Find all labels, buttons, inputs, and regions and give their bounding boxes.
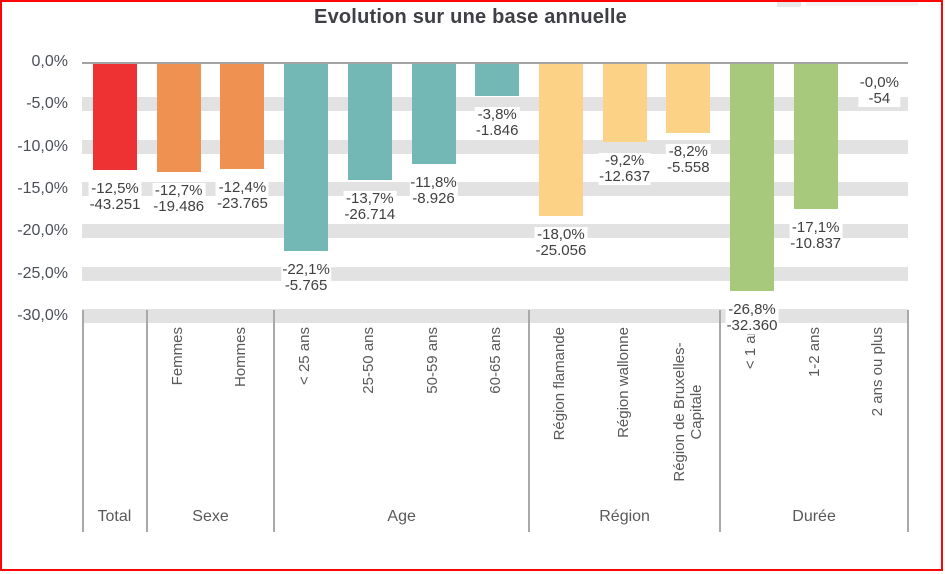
y-axis-tick-label: -5,0% [26,95,68,113]
category-group-label: Sexe [192,508,229,525]
bar-percent-label: -12,5% [88,180,142,197]
bar-absolute-label: -32.360 [725,316,779,334]
category-axis-label: 2 ans ou plus [869,327,887,417]
gridline-band [82,309,908,324]
bar-percent-label: -3,8% [474,107,520,124]
y-axis-tick-label: 0,0% [31,53,68,70]
bar-value-label: -12,7% -19.486 [152,182,206,215]
gridline-band [82,139,908,154]
category-group-label: Age [387,508,416,525]
bar-percent-label: -12,7% [152,182,206,199]
bar-value-label: -22,1% -5.765 [281,261,331,295]
bar-absolute-label: -19.486 [152,197,206,215]
category-axis-label: Femmes [168,327,186,386]
gridline-band [82,266,908,281]
bar-absolute-label: -10.837 [789,234,843,252]
bar-value-label: -18,0% -25.056 [534,227,588,260]
bar [475,64,520,97]
bar-value-label: -0,0% -54 [858,74,900,107]
bar-absolute-label: -54 [858,91,900,107]
bar-percent-label: -18,0% [534,227,588,244]
gridline-band [82,224,908,239]
bar-absolute-label: -5.765 [281,278,331,295]
y-axis-tick-label: -20,0% [17,222,68,240]
bar [93,64,137,170]
category-axis-label: 1-2 ans [805,327,823,378]
axis-group-separator [145,310,148,532]
bar-percent-label: -11,8% [409,173,458,191]
category-axis-label: < 1 an [742,327,759,370]
gridline-band [82,182,908,197]
category-group-label: Région [599,508,650,525]
category-axis-label: Région de Bruxelles- Capitale [671,342,706,482]
category-axis-label: Région flamande [550,327,568,441]
bar [347,64,392,181]
bar-value-label: -26,8% -32.360 [725,301,779,334]
bar-value-label: -13,7% -26.714 [343,191,397,224]
x-axis-zero-line [82,62,908,64]
bar [220,64,265,170]
category-axis-label: Hommes [232,327,250,388]
category-axis-label: 60-65 ans [487,327,505,394]
category-axis-label: 25-50 ans [359,327,377,394]
axis-group-separator [907,310,909,532]
category-axis-label: < 25 ans [296,327,314,385]
bar-percent-label: -13,7% [343,191,397,208]
bar-percent-label: -26,8% [725,301,779,318]
y-axis-tick-label: -30,0% [17,307,68,325]
bar-value-label: -11,8% -8.926 [409,173,458,207]
bar [156,64,201,172]
bar-value-label: -3,8% -1.846 [474,107,520,140]
bar-percent-label: -8,2% [666,144,711,161]
bar-value-label: -12,4% -23.765 [215,180,269,213]
bar-absolute-label: -12.637 [598,167,652,185]
axis-group-separator [719,310,722,532]
bar-absolute-label: -43.251 [88,195,142,213]
category-group-label: Durée [792,508,836,525]
bar-absolute-label: -8.926 [409,190,458,207]
bar [666,64,711,134]
bar-percent-label: -9,2% [598,152,652,169]
bar-value-label: -9,2% -12.637 [598,152,652,185]
bar-value-label: -12,5% -43.251 [88,180,142,213]
bar-percent-label: -12,4% [215,180,269,197]
axis-group-separator [82,310,84,532]
y-axis-tick-label: -10,0% [17,137,68,155]
axis-group-separator [273,310,276,532]
chart-title: Evolution sur une base annuelle [314,6,627,28]
y-axis-tick-label: -15,0% [17,180,68,198]
category-axis-label: Région wallonne [614,327,632,438]
clipped-overlay-fragment [777,2,801,7]
bar-value-label: -8,2% -5.558 [666,144,711,177]
bar-absolute-label: -1.846 [474,122,520,140]
bar [730,64,774,291]
axis-group-separator [528,310,531,532]
bar [602,64,647,142]
bar [793,64,838,209]
bar [411,64,456,164]
bar-percent-label: -17,1% [789,219,843,236]
bar [284,64,329,252]
bar [538,64,583,217]
bar-value-label: -17,1% -10.837 [789,219,843,252]
bar-absolute-label: -5.558 [666,159,711,177]
bar-absolute-label: -23.765 [215,195,269,213]
bar-absolute-label: -25.056 [534,242,588,260]
category-group-label: Total [97,508,132,525]
bar-percent-label: -0,0% [858,74,900,91]
bar-percent-label: -22,1% [281,261,331,279]
category-axis-label: 50-59 ans [423,327,441,394]
bar-absolute-label: -26.714 [343,206,397,224]
y-axis-tick-label: -25,0% [17,264,68,282]
clipped-overlay-fragment [806,2,918,6]
